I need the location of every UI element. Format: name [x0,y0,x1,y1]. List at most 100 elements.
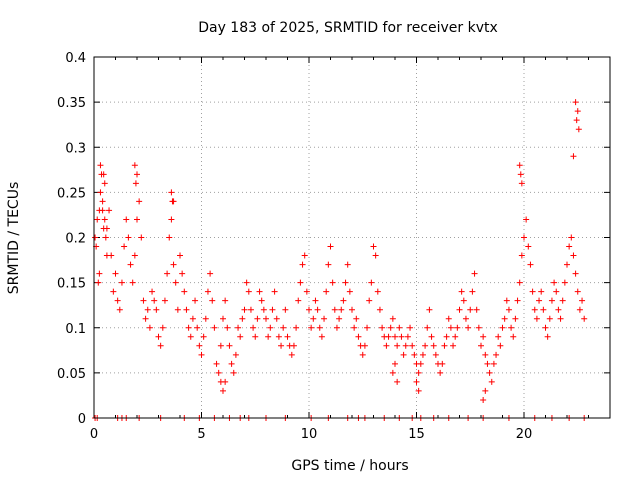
data-point [96,207,103,214]
data-point [183,306,190,313]
data-point [168,189,175,196]
data-point [181,288,188,295]
data-point [392,333,398,340]
data-point [123,216,130,223]
data-point [516,162,523,169]
data-point [103,225,110,232]
data-point [99,198,106,205]
data-point [525,243,532,250]
data-point [101,180,108,187]
data-point [512,315,519,322]
data-point [134,171,140,178]
data-point [370,243,377,250]
data-point [516,279,523,286]
data-point [419,351,426,358]
data-point [275,333,282,340]
y-tick-label: 0.25 [57,186,86,201]
data-point [314,306,321,313]
x-axis-label: GPS time / hours [291,458,408,474]
data-point [394,342,401,349]
data-point [100,171,107,178]
data-point [521,234,527,241]
data-point [265,333,272,340]
data-point [256,288,263,295]
data-point [553,288,560,295]
data-point [383,342,390,349]
data-point [536,297,543,304]
data-point [422,342,429,349]
data-point [284,333,291,340]
data-point [316,324,323,331]
data-point [497,342,504,349]
data-point [389,369,396,376]
x-tick-label: 0 [90,427,98,442]
data-point [247,306,254,313]
data-point [366,297,373,304]
data-point [97,189,104,196]
data-point [222,297,229,304]
data-point [213,360,220,367]
y-tick-label: 0 [78,412,86,427]
data-point [486,369,493,376]
data-point [407,324,414,331]
data-point [226,342,233,349]
y-tick-label: 0.35 [57,96,86,111]
data-point [224,324,231,331]
data-point [288,351,295,358]
data-point [185,324,192,331]
data-point [200,333,207,340]
data-point [430,342,437,349]
data-point [127,261,134,268]
data-point [581,315,588,322]
data-point [179,270,186,277]
data-point [215,369,222,376]
data-point [187,333,194,340]
data-point [544,333,551,340]
data-point [340,297,347,304]
data-point [499,324,506,331]
data-point [207,270,214,277]
data-point [149,288,156,295]
data-point [318,333,325,340]
data-point [454,324,461,331]
data-point [108,252,115,259]
data-point [413,378,420,385]
data-point [92,234,99,241]
data-point [282,306,289,313]
data-point [323,288,330,295]
data-point [194,324,201,331]
data-point [269,306,276,313]
data-point [409,342,416,349]
x-tick-label: 15 [408,427,425,442]
x-tick-label: 10 [301,427,318,442]
data-point [336,315,343,322]
data-point [368,279,375,286]
data-point [527,261,534,268]
data-point [129,279,136,286]
data-point [245,288,252,295]
data-point [338,306,345,313]
y-tick-label: 0.2 [65,232,86,247]
data-point [132,180,139,187]
data-point [561,279,568,286]
data-point [574,288,581,295]
data-point [533,315,540,322]
y-axis-label: SRMTID / TECUs [6,182,22,295]
data-point [94,216,101,223]
data-point [374,288,381,295]
data-point [110,288,117,295]
y-tick-label: 0.1 [65,322,86,337]
data-point [568,234,575,241]
data-point [450,342,457,349]
data-point [172,279,179,286]
y-tick-labels: 0 0.05 0.1 0.15 0.2 0.25 0.3 0.35 0.4 [57,51,86,427]
data-point [121,243,128,250]
data-point [310,315,317,322]
data-point [478,342,484,349]
data-point [198,351,205,358]
data-point [404,333,411,340]
data-point [252,333,259,340]
data-point [342,279,349,286]
data-point [387,324,394,331]
data-point [189,315,196,322]
